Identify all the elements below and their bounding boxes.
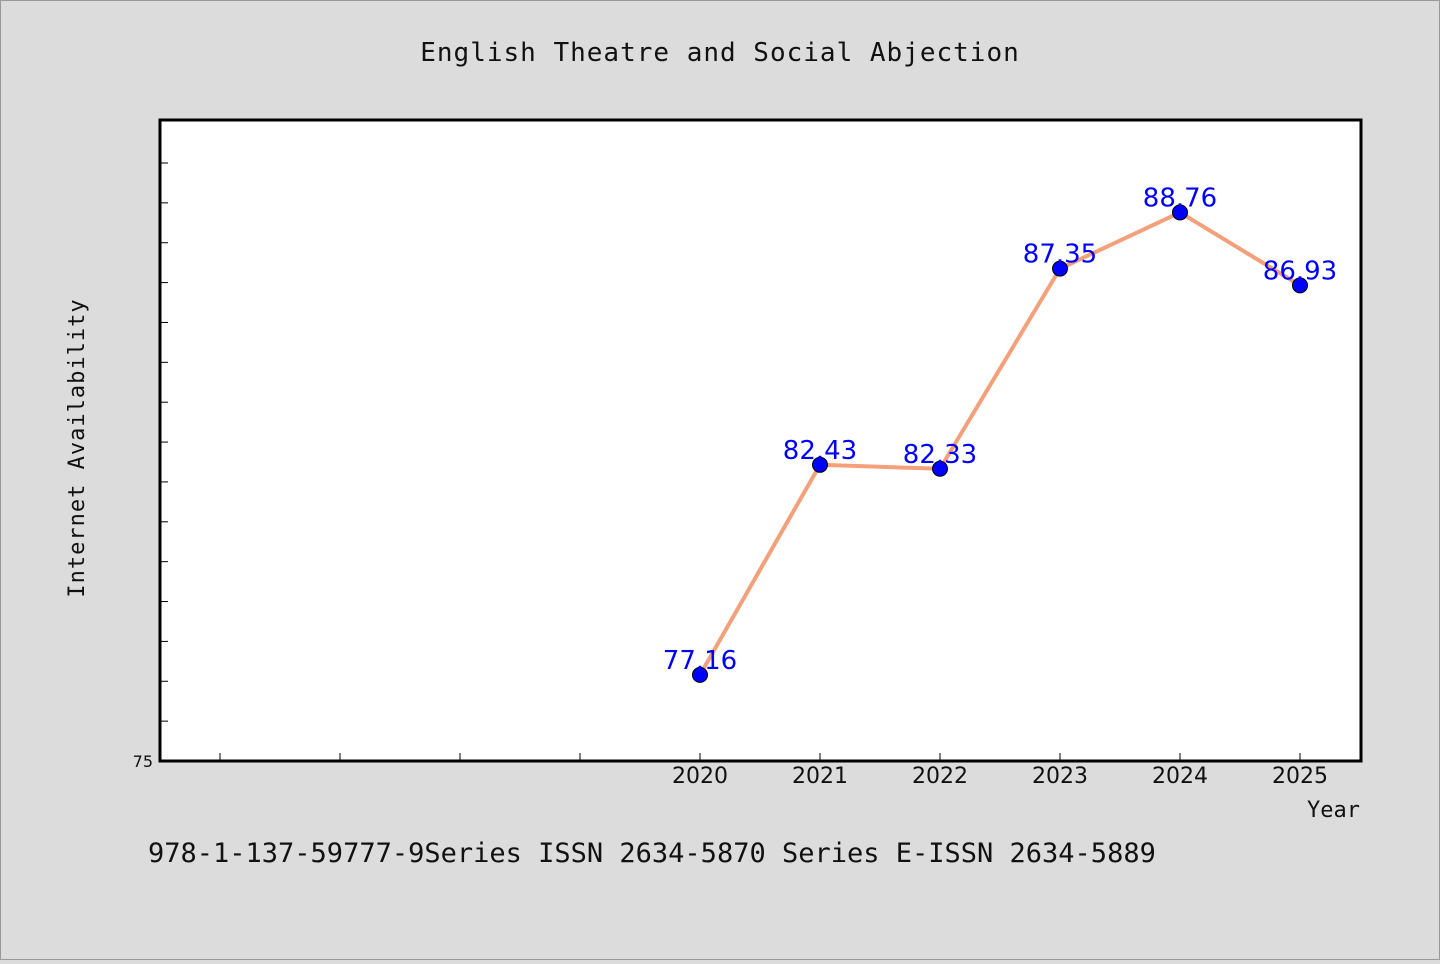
plot-area [158, 118, 1363, 763]
series-markers [692, 204, 1308, 683]
y-axis-ticks: 75 [133, 162, 168, 771]
x-axis-ticks: 2020 2021 2022 2023 2024 2025 [219, 753, 1328, 789]
data-labels: 77.16 82.43 82.33 87.35 88.76 86.93 [663, 183, 1337, 675]
data-point [692, 666, 708, 683]
chart-title: English Theatre and Social Abjection [420, 38, 1020, 68]
footer-text: 978-1-137-59777-9Series ISSN 2634-5870 S… [148, 838, 1156, 869]
data-label: 77.16 [663, 646, 737, 676]
series-line [698, 210, 1302, 676]
data-point [932, 460, 948, 477]
data-label: 82.33 [903, 440, 977, 470]
x-axis-label: Year [1307, 798, 1360, 823]
x-tick-label: 2022 [912, 764, 968, 789]
x-tick-label: 2025 [1272, 764, 1328, 789]
data-point [1292, 277, 1308, 294]
x-tick-label: 2024 [1152, 764, 1208, 789]
y-axis-label: Internet Availability [65, 298, 90, 597]
data-label: 88.76 [1143, 183, 1217, 213]
y-tick-label: 75 [133, 752, 153, 771]
data-point [1052, 260, 1068, 277]
x-tick-label: 2023 [1032, 764, 1088, 789]
data-point [812, 456, 828, 473]
x-tick-label: 2020 [672, 764, 728, 789]
data-point [1172, 204, 1188, 221]
x-tick-label: 2021 [792, 764, 848, 789]
data-label: 82.43 [783, 436, 857, 466]
data-label: 87.35 [1023, 240, 1097, 270]
data-label: 86.93 [1263, 256, 1337, 286]
